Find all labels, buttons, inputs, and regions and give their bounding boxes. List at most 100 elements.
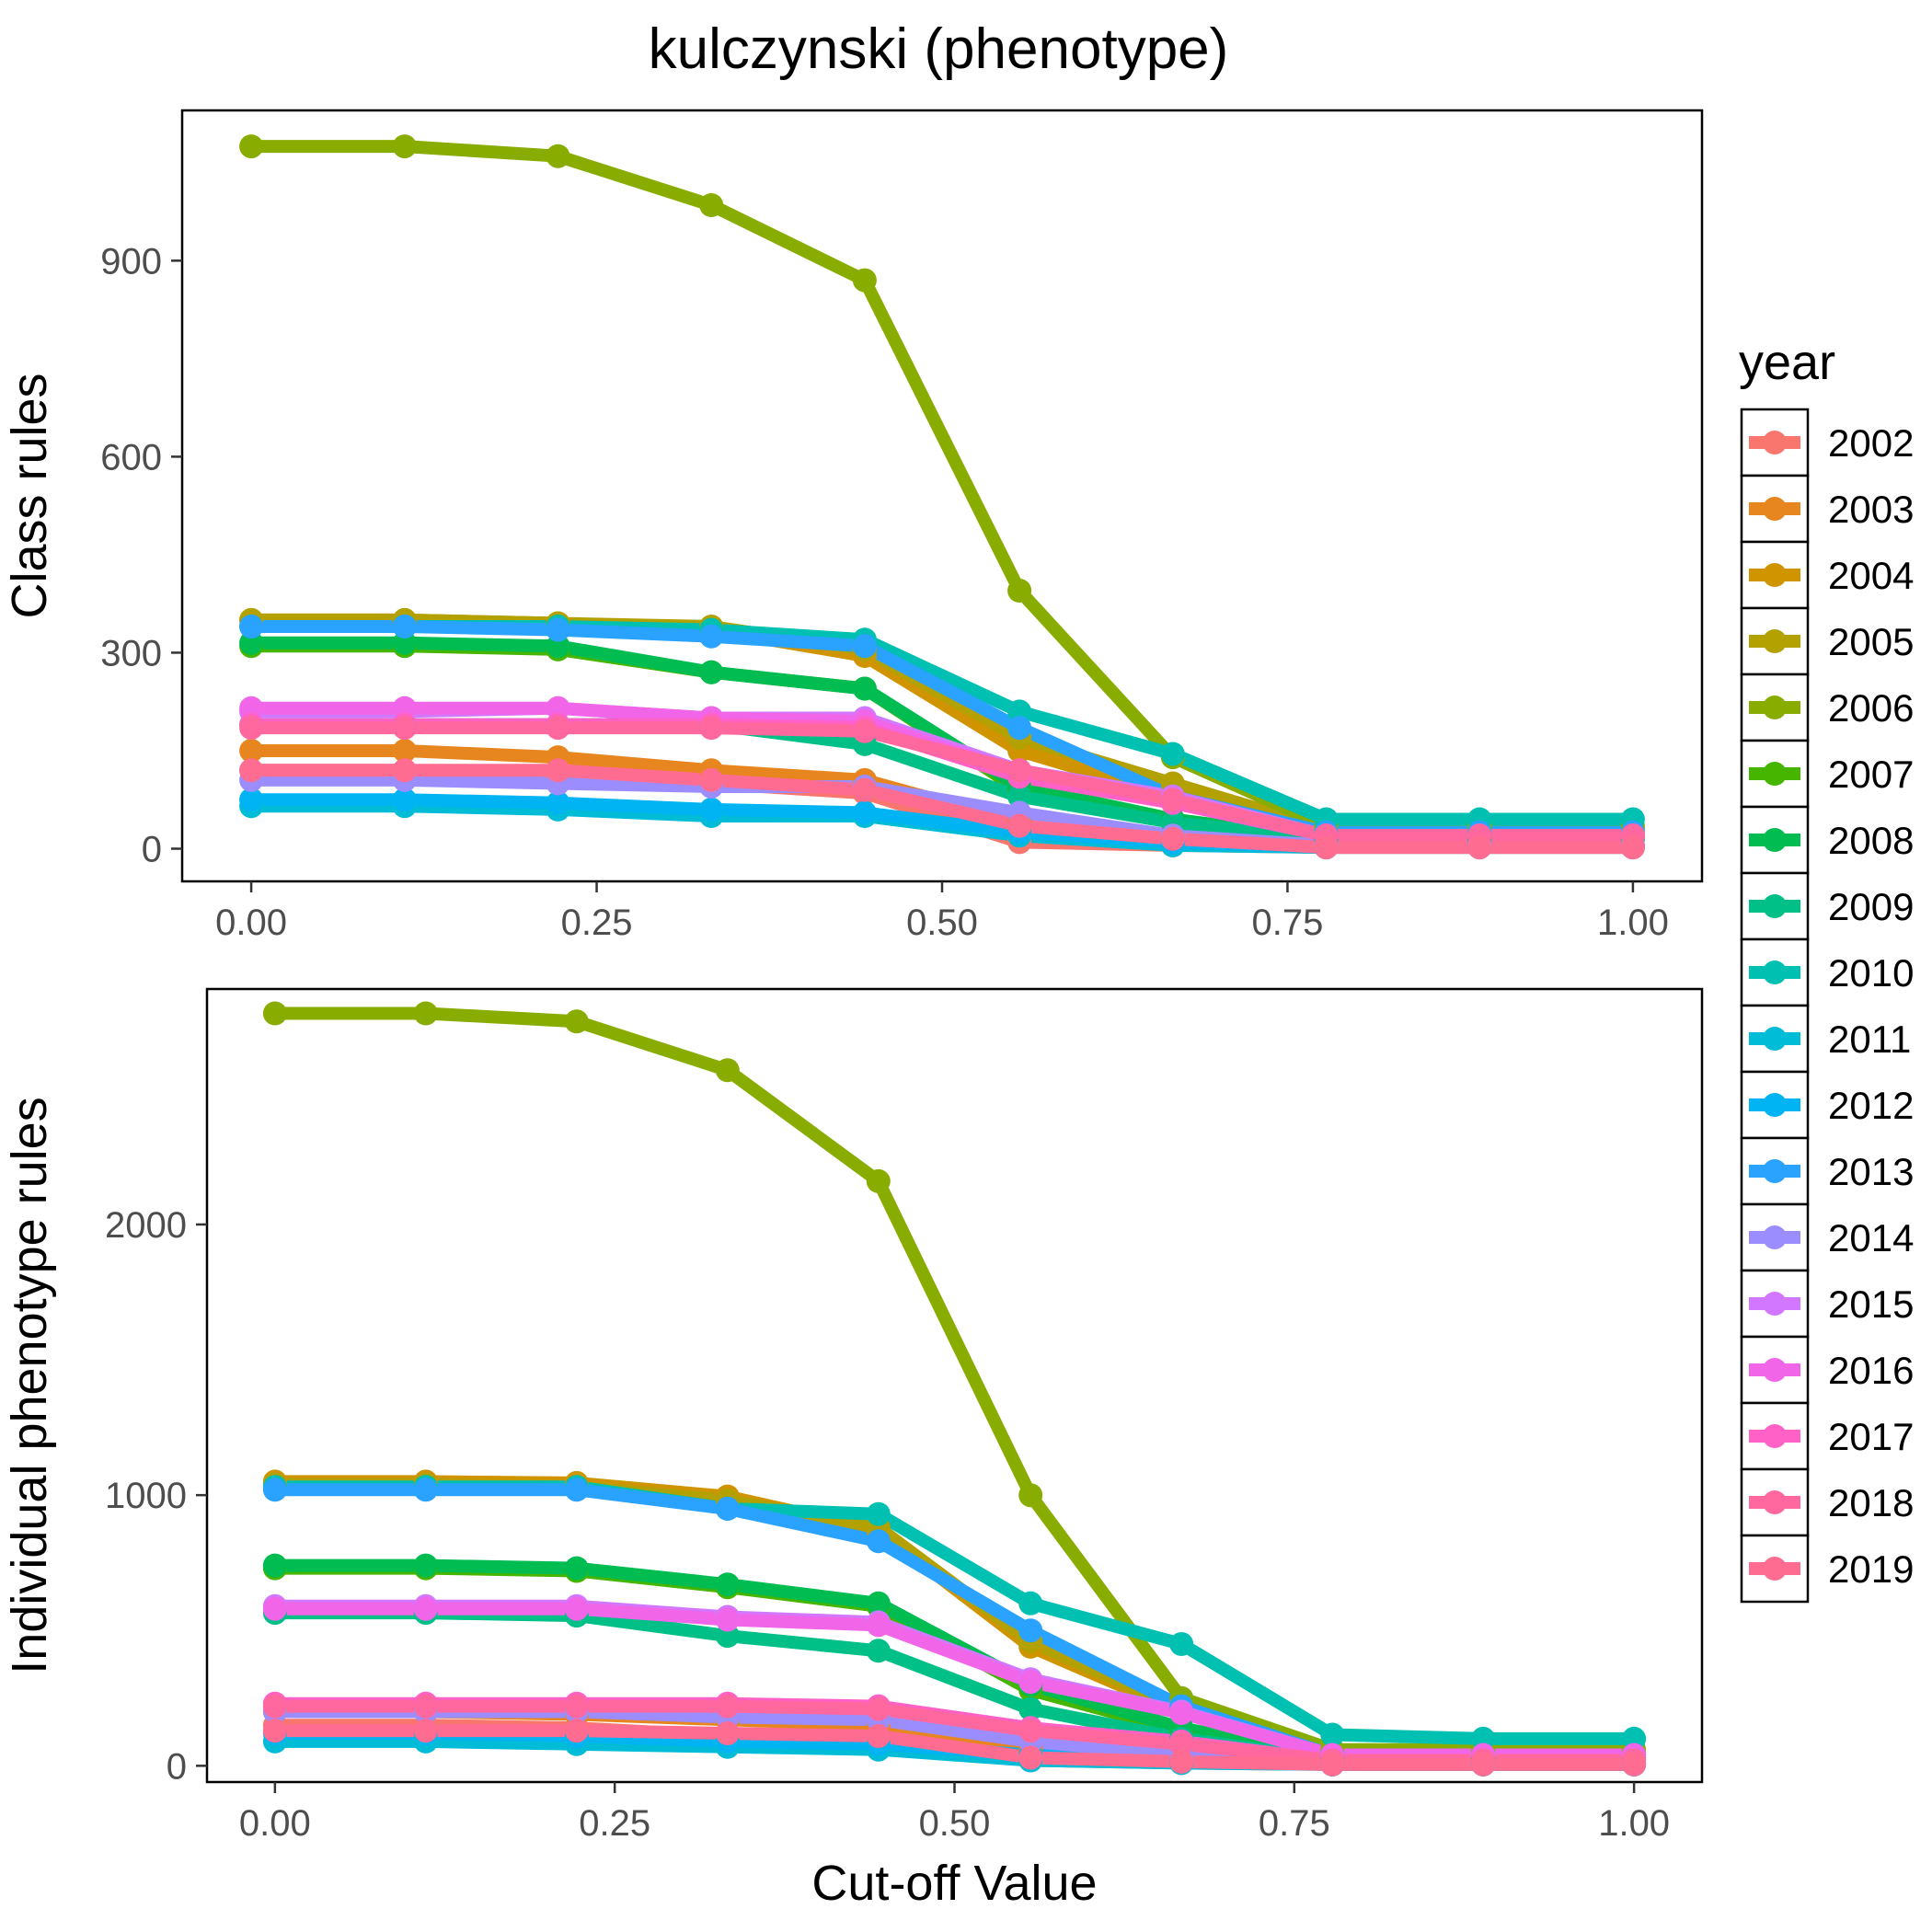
data-point-2008 — [852, 676, 877, 701]
panels: 0.00 0.25 0.50 0.75 1.00 0 300 600 900 Class rule… — [2, 109, 1704, 1911]
legend-item-2004: 2004 — [1740, 540, 1914, 610]
data-point-2013 — [413, 1478, 438, 1502]
legend-label: 2017 — [1828, 1415, 1914, 1458]
data-point-2013 — [239, 615, 264, 638]
data-point-2013 — [392, 615, 417, 638]
data-point-2008 — [239, 630, 264, 655]
data-point-2006 — [564, 1009, 589, 1034]
data-point-2019 — [866, 1724, 891, 1748]
series-line-2019 — [268, 1724, 1641, 1771]
legend-key-point — [1763, 894, 1787, 918]
legend-label: 2018 — [1828, 1481, 1914, 1524]
legend-key-point — [1763, 431, 1787, 454]
data-point-2006 — [262, 1001, 287, 1026]
data-point-2008 — [866, 1591, 891, 1616]
data-point-2016 — [546, 696, 570, 720]
data-point-2018 — [262, 1694, 287, 1719]
legend-label: 2009 — [1828, 885, 1914, 928]
y-tick-label: 0 — [167, 1746, 187, 1787]
data-point-2019 — [852, 777, 877, 802]
legend-key-point — [1763, 762, 1787, 786]
data-point-2018 — [413, 1694, 438, 1719]
data-point-2016 — [413, 1596, 438, 1621]
data-point-2010 — [1320, 1722, 1345, 1747]
legend-item-2003: 2003 — [1740, 474, 1914, 544]
data-point-2013 — [1018, 1618, 1043, 1643]
legend-label: 2005 — [1828, 620, 1914, 663]
data-point-2006 — [1018, 1483, 1043, 1508]
y-tick-label: 2000 — [105, 1205, 187, 1246]
data-point-2018 — [546, 716, 570, 741]
legend-label: 2010 — [1828, 951, 1914, 995]
series-group — [239, 134, 1645, 860]
legend-key-point — [1763, 1292, 1787, 1316]
legend-label: 2011 — [1828, 1018, 1911, 1061]
y-tick-label: 900 — [100, 241, 162, 282]
legend-key-point — [1763, 960, 1787, 984]
data-point-2008 — [262, 1553, 287, 1578]
legend-item-2019: 2019 — [1740, 1534, 1914, 1604]
legend-item-2014: 2014 — [1740, 1202, 1914, 1272]
series-line-2006 — [245, 140, 1639, 833]
legend-key-point — [1763, 1027, 1787, 1051]
data-point-2013 — [715, 1496, 740, 1521]
x-tick-label: 0.75 — [1252, 903, 1324, 943]
legend: year 2002 2003 2004 2005 2006 2007 2008 2009 201… — [1739, 335, 1914, 1604]
x-axis-title: Cut-off Value — [811, 1856, 1097, 1911]
x-tick-label: 1.00 — [1598, 1803, 1670, 1844]
legend-item-2013: 2013 — [1740, 1136, 1914, 1206]
data-point-2018 — [866, 1696, 891, 1721]
data-point-2006 — [239, 134, 264, 159]
data-point-2019 — [699, 767, 724, 792]
data-point-2013 — [866, 1529, 891, 1554]
series-group — [262, 1001, 1647, 1777]
legend-label: 2013 — [1828, 1150, 1914, 1193]
legend-key-point — [1763, 1225, 1787, 1249]
data-point-2003 — [392, 739, 417, 763]
x-tick-label: 0.25 — [579, 1803, 650, 1844]
data-point-2019 — [564, 1719, 589, 1743]
legend-label: 2019 — [1828, 1547, 1914, 1591]
y-tick-label: 300 — [100, 633, 162, 673]
legend-key-point — [1763, 696, 1787, 719]
series-line-2018 — [245, 721, 1639, 843]
data-point-2010 — [1169, 1632, 1194, 1656]
legend-item-2012: 2012 — [1740, 1070, 1914, 1140]
data-point-2019 — [1320, 1752, 1345, 1777]
data-point-2006 — [852, 268, 877, 293]
data-point-2008 — [715, 1572, 740, 1597]
data-point-2018 — [1018, 1719, 1043, 1743]
legend-item-2008: 2008 — [1740, 805, 1914, 875]
data-point-2006 — [546, 144, 570, 168]
legend-label: 2002 — [1828, 421, 1914, 465]
data-point-2018 — [564, 1694, 589, 1719]
data-point-2006 — [699, 193, 724, 217]
legend-title: year — [1739, 335, 1835, 390]
data-point-2019 — [546, 758, 570, 783]
data-point-2018 — [699, 716, 724, 741]
data-point-2006 — [866, 1168, 891, 1193]
y-axis-title: Individual phenotype rules — [2, 1097, 57, 1673]
data-point-2016 — [392, 696, 417, 720]
data-point-2008 — [413, 1553, 438, 1578]
data-point-2013 — [1007, 716, 1032, 741]
legend-item-2002: 2002 — [1740, 408, 1914, 477]
data-point-2013 — [262, 1478, 287, 1502]
x-tick-label: 0.00 — [239, 1803, 311, 1844]
data-point-2019 — [1160, 826, 1185, 851]
y-tick-label: 0 — [142, 829, 162, 869]
legend-key-point — [1763, 629, 1787, 653]
data-point-2018 — [1169, 1731, 1194, 1756]
data-point-2016 — [715, 1607, 740, 1632]
legend-item-2018: 2018 — [1740, 1467, 1914, 1537]
legend-label: 2006 — [1828, 686, 1914, 730]
legend-key-point — [1763, 497, 1787, 521]
legend-key-point — [1763, 1557, 1787, 1581]
data-point-2019 — [715, 1721, 740, 1745]
legend-items: 2002 2003 2004 2005 2006 2007 2008 2009 2010 2011… — [1740, 408, 1914, 1604]
x-tick-label: 0.50 — [919, 1803, 991, 1844]
legend-key-point — [1763, 1093, 1787, 1117]
legend-label: 2008 — [1828, 819, 1914, 862]
data-point-2008 — [564, 1556, 589, 1581]
x-tick-label: 0.50 — [906, 903, 978, 943]
